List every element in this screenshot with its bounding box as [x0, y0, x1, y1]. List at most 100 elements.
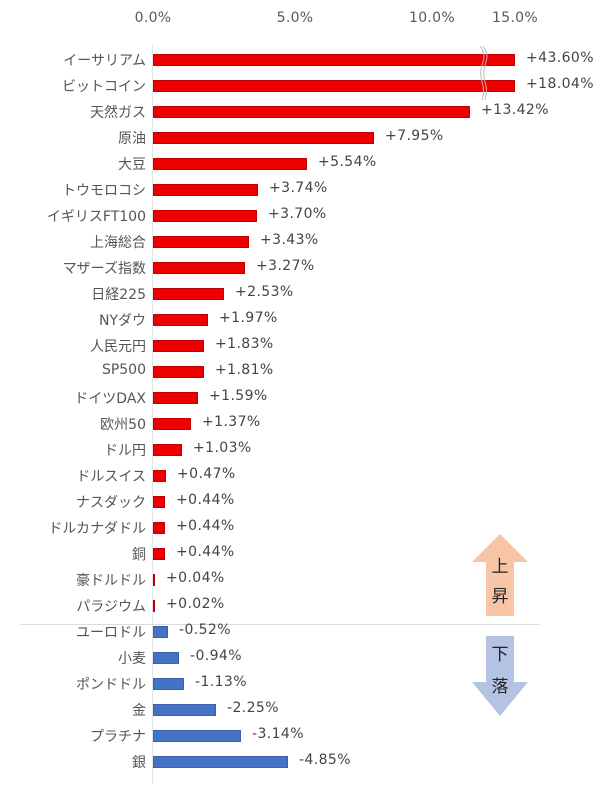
- value-label: +1.97%: [219, 310, 278, 326]
- rise-bar: [153, 132, 374, 144]
- value-label: +13.42%: [481, 102, 549, 118]
- value-label: +0.44%: [176, 492, 235, 508]
- category-label: 人民元円: [90, 339, 146, 355]
- value-label: -1.13%: [195, 674, 247, 690]
- bar-row: ユーロドル -0.52%: [0, 619, 600, 645]
- category-label: ビットコイン: [62, 79, 146, 95]
- fall-bar: [153, 756, 288, 768]
- category-label: プラチナ: [90, 729, 146, 745]
- value-label: +0.47%: [177, 466, 236, 482]
- value-label: +1.59%: [209, 388, 268, 404]
- category-label: イーサリアム: [63, 53, 146, 69]
- bar-row: 人民元円 +1.83%: [0, 333, 600, 359]
- bar-row: 欧州50 +1.37%: [0, 411, 600, 437]
- bar-row: イギリスFT100 +3.70%: [0, 203, 600, 229]
- bar-row: 銀 -4.85%: [0, 749, 600, 775]
- bar-row: 豪ドルドル +0.04%: [0, 567, 600, 593]
- fall-arrow: 下 落: [470, 636, 530, 716]
- bar-row: 上海総合 +3.43%: [0, 229, 600, 255]
- fall-bar: [153, 652, 179, 664]
- rise-bar: [153, 548, 165, 560]
- bar-row: ドルスイス +0.47%: [0, 463, 600, 489]
- category-label: ドイツDAX: [74, 391, 146, 407]
- bar-row: イーサリアム +43.60%: [0, 47, 600, 73]
- value-label: +3.43%: [260, 232, 319, 248]
- rise-bar: [153, 314, 208, 326]
- rise-bar: [153, 54, 515, 66]
- rise-bar: [153, 158, 307, 170]
- bar-row: ドルカナダドル +0.44%: [0, 515, 600, 541]
- rise-label-2: 昇: [491, 587, 509, 607]
- rise-label-1: 上: [491, 557, 509, 577]
- bar-row: ドイツDAX +1.59%: [0, 385, 600, 411]
- rise-bar: [153, 522, 165, 534]
- value-label: -0.52%: [179, 622, 231, 638]
- value-label: +0.44%: [176, 518, 235, 534]
- category-label: 銀: [132, 755, 146, 771]
- value-label: +1.37%: [202, 414, 261, 430]
- value-label: +0.44%: [176, 544, 235, 560]
- bar-row: ナスダック +0.44%: [0, 489, 600, 515]
- category-label: ドルスイス: [76, 469, 146, 485]
- bar-row: SP500 +1.81%: [0, 359, 600, 385]
- up-arrow-icon: [472, 534, 528, 616]
- category-label: マザーズ指数: [62, 261, 146, 277]
- rise-bar: [153, 106, 470, 118]
- rise-bar: [153, 288, 224, 300]
- category-label: 天然ガス: [90, 105, 146, 121]
- fall-bar: [153, 626, 168, 638]
- rise-bar: [153, 210, 257, 222]
- value-label: -0.94%: [190, 648, 242, 664]
- y-axis-line: [152, 44, 153, 784]
- category-label: イギリスFT100: [46, 209, 146, 225]
- bar-row: 大豆 +5.54%: [0, 151, 600, 177]
- fall-bar: [153, 730, 241, 742]
- category-label: パラジウム: [76, 599, 146, 615]
- bar-row: 銅 +0.44%: [0, 541, 600, 567]
- bar-row: 原油 +7.95%: [0, 125, 600, 151]
- category-label: 大豆: [118, 157, 146, 173]
- bar-row: ビットコイン +18.04%: [0, 73, 600, 99]
- category-label: 上海総合: [90, 235, 146, 251]
- rise-bar: [153, 444, 182, 456]
- rise-fall-separator: [20, 624, 540, 625]
- bar-row: ドル円 +1.03%: [0, 437, 600, 463]
- category-label: NYダウ: [98, 313, 146, 329]
- rise-bar: [153, 184, 258, 196]
- value-label: +18.04%: [526, 76, 594, 92]
- value-label: +7.95%: [385, 128, 444, 144]
- rise-bar: [153, 80, 515, 92]
- bar-row: 天然ガス +13.42%: [0, 99, 600, 125]
- bar-row: トウモロコシ +3.74%: [0, 177, 600, 203]
- rise-bar: [153, 600, 155, 612]
- category-label: SP500: [101, 362, 146, 378]
- value-label: +43.60%: [526, 50, 594, 66]
- value-label: -4.85%: [299, 752, 351, 768]
- fall-bar: [153, 678, 184, 690]
- category-label: ドルカナダドル: [48, 521, 146, 537]
- value-label: +1.03%: [193, 440, 252, 456]
- bar-row: マザーズ指数 +3.27%: [0, 255, 600, 281]
- category-label: ナスダック: [76, 495, 146, 511]
- value-label: -3.14%: [252, 726, 304, 742]
- x-tick-0: 0.0%: [134, 10, 172, 26]
- x-tick-15: 15.0%: [492, 10, 538, 26]
- value-label: +1.83%: [215, 336, 274, 352]
- category-label: ドル円: [104, 443, 146, 459]
- rise-bar: [153, 470, 166, 482]
- category-label: ポンドドル: [76, 677, 146, 693]
- fall-bar: [153, 704, 216, 716]
- value-label: +1.81%: [215, 362, 274, 378]
- value-label: -2.25%: [227, 700, 279, 716]
- rise-bar: [153, 392, 198, 404]
- category-label: 金: [132, 703, 146, 719]
- fall-label-2: 落: [491, 677, 509, 697]
- value-label: +3.70%: [268, 206, 327, 222]
- rise-bar: [153, 574, 155, 586]
- bar-row: 金 -2.25%: [0, 697, 600, 723]
- bar-row: パラジウム +0.02%: [0, 593, 600, 619]
- rise-bar: [153, 366, 204, 378]
- category-label: 銅: [132, 547, 146, 563]
- bar-row: ポンドドル -1.13%: [0, 671, 600, 697]
- down-arrow-icon: [472, 636, 528, 716]
